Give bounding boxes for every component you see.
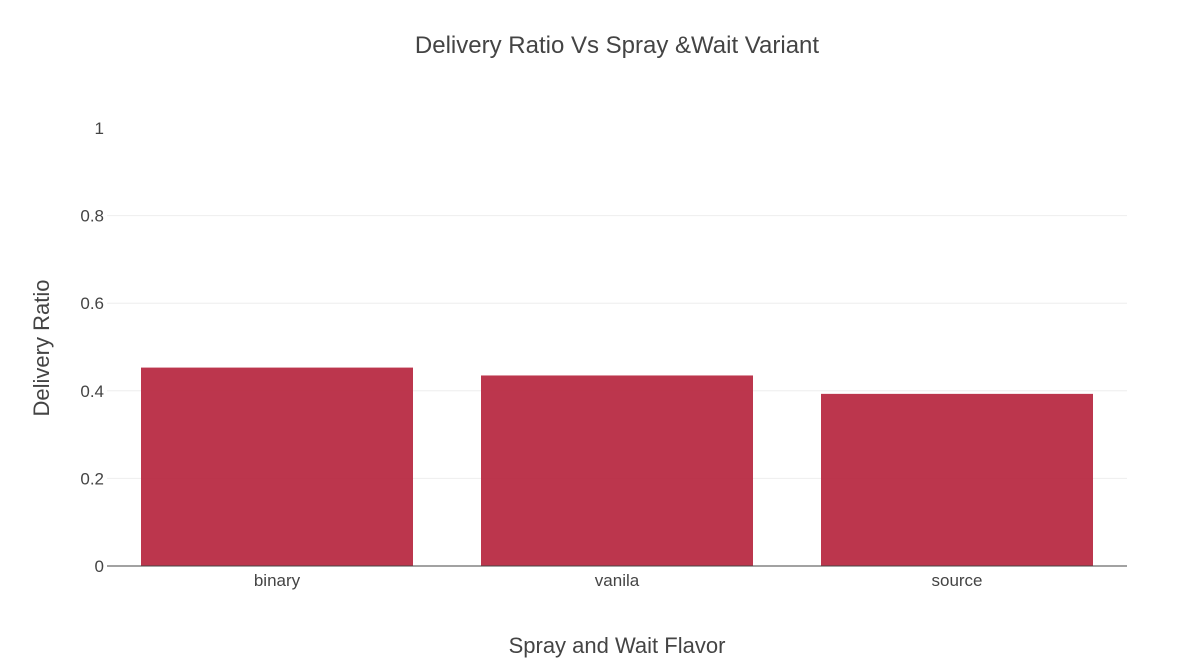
x-tick-label: source bbox=[931, 571, 982, 590]
x-tick-label: vanila bbox=[595, 571, 640, 590]
y-tick-label: 0.6 bbox=[80, 294, 104, 313]
y-tick-label: 0 bbox=[95, 557, 104, 576]
bars bbox=[141, 367, 1093, 566]
y-axis-title: Delivery Ratio bbox=[29, 280, 54, 417]
y-tick-label: 0.4 bbox=[80, 382, 104, 401]
bar-vanila[interactable] bbox=[481, 375, 753, 566]
y-tick-label: 1 bbox=[95, 119, 104, 138]
y-tick-labels: 0 0.2 0.4 0.6 0.8 1 bbox=[80, 119, 104, 576]
y-tick-label: 0.8 bbox=[80, 207, 104, 226]
x-tick-labels: binary vanila source bbox=[254, 571, 983, 590]
chart-title: Delivery Ratio Vs Spray &Wait Variant bbox=[415, 32, 819, 59]
bar-binary[interactable] bbox=[141, 367, 413, 566]
x-tick-label: binary bbox=[254, 571, 301, 590]
x-axis-title: Spray and Wait Flavor bbox=[509, 633, 726, 658]
bar-source[interactable] bbox=[821, 393, 1093, 566]
y-tick-label: 0.2 bbox=[80, 469, 104, 488]
